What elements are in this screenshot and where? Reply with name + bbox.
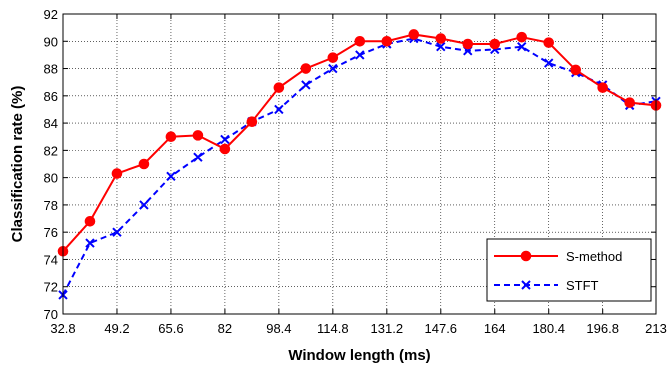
x-tick-label: 98.4 [266,321,291,336]
y-tick-label: 86 [44,89,58,104]
s-method-point [435,33,447,44]
legend-s-method-marker [520,250,532,262]
s-method-point [300,63,312,74]
s-method-point [381,35,393,47]
stft-point [139,200,149,210]
plot-area-frame [62,13,657,315]
s-method-point [354,35,366,47]
y-tick-label: 78 [44,198,58,213]
s-method-point [138,158,150,170]
x-tick-label: 114.8 [317,321,349,336]
series-layer [57,29,662,300]
legend: S-method STFT [486,238,652,302]
s-method-point [570,64,582,76]
s-method-point [246,116,258,128]
legend-stft-label: STFT [566,278,599,293]
s-method-point [84,215,96,227]
x-tick-label: 196.8 [586,321,619,336]
stft-point [517,42,527,52]
s-method-point [219,143,231,155]
x-tick-label: 213 [645,321,667,336]
s-method-point [597,82,608,93]
y-tick-label: 90 [44,34,58,49]
stft-point [220,134,230,145]
x-axis-title: Window length (ms) [288,347,430,364]
y-tick-label: 82 [44,143,58,158]
s-method-point [462,38,474,50]
stft-point [85,238,95,248]
x-tick-label: 147.6 [425,321,458,336]
axis-ticks: 32.8 49.2 65.6 82 98.4 114.8 131.2 147.6 164 180.… [44,7,667,336]
s-method-point [408,29,420,40]
y-tick-label: 70 [44,307,58,322]
stft-point [544,58,554,68]
y-tick-label: 80 [44,171,58,186]
s-method-point [489,38,501,50]
y-axis-title: Classification rate (%) [9,86,26,243]
y-tick-label: 72 [44,280,58,295]
s-method-point [273,82,285,93]
s-method-point [516,31,528,43]
stft-point [436,42,446,52]
y-tick-label: 84 [44,116,58,131]
stft-point [274,104,284,115]
x-tick-label: 49.2 [104,321,129,336]
s-method-point [327,52,339,63]
legend-box [486,238,652,302]
s-method-point [192,130,204,141]
y-tick-label: 92 [44,7,58,22]
y-tick-label: 88 [44,62,58,77]
stft-point [355,50,365,60]
stft-point [166,171,176,181]
x-tick-label: 164 [484,321,506,336]
s-method-point [624,97,635,108]
legend-stft-marker [521,280,531,290]
stft-point [301,80,311,90]
x-tick-label: 131.2 [371,321,404,336]
s-method-point [543,37,555,48]
x-tick-label: 82 [218,321,232,336]
x-tick-label: 65.6 [158,321,183,336]
stft-point [328,63,338,74]
y-tick-label: 76 [44,225,58,240]
stft-point [193,152,203,162]
x-tick-label: 180.4 [532,321,565,336]
s-method-point [165,131,177,143]
stft-point [112,227,122,237]
y-tick-label: 74 [44,252,58,267]
x-tick-label: 32.8 [50,321,75,336]
s-method-point [111,168,123,179]
legend-s-method-label: S-method [566,249,622,264]
